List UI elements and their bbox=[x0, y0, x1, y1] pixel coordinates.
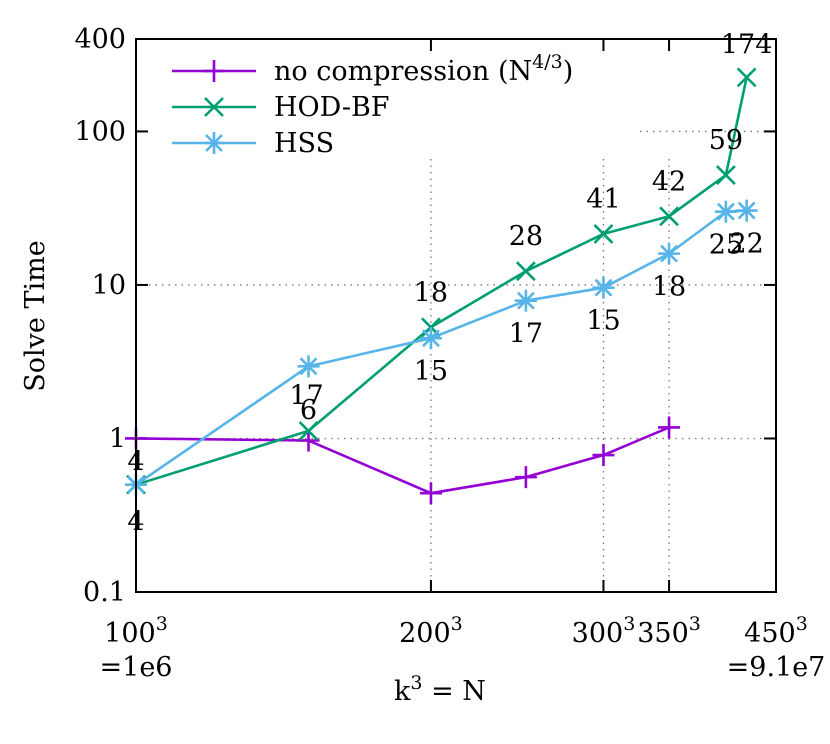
data-label: 4 bbox=[127, 447, 144, 478]
data-label: 17 bbox=[289, 380, 323, 411]
data-label: 59 bbox=[709, 125, 743, 156]
data-point-star bbox=[297, 355, 320, 378]
data-point-cross bbox=[715, 165, 736, 185]
x-tick-label: 3003 bbox=[572, 613, 636, 649]
legend-entry: no compression (N4/3) bbox=[274, 51, 573, 87]
x-tick-sublabel: =1e6 bbox=[100, 652, 173, 683]
y-tick-label: 10 bbox=[92, 270, 126, 301]
x-tick-label: 4503 bbox=[744, 613, 808, 649]
legend: no compression (N4/3) HOD-BF HSS bbox=[172, 51, 573, 159]
legend-entry: HSS bbox=[274, 128, 334, 159]
data-label: 15 bbox=[586, 306, 620, 337]
data-label: 42 bbox=[652, 166, 686, 197]
data-point-cross bbox=[204, 97, 224, 117]
grid-lines bbox=[136, 130, 776, 592]
x-tick-label: 1003 bbox=[104, 613, 168, 649]
data-label: 18 bbox=[652, 272, 686, 303]
plot-frame bbox=[135, 38, 777, 593]
data-point-cross bbox=[298, 421, 319, 441]
y-tick-label: 100 bbox=[74, 116, 126, 147]
data-point-plus bbox=[203, 60, 225, 82]
data-point-plus bbox=[592, 444, 615, 467]
series-line bbox=[135, 209, 747, 486]
data-label: 17 bbox=[509, 319, 543, 350]
data-point-plus bbox=[514, 466, 537, 489]
data-point-cross bbox=[515, 261, 536, 282]
data-point-cross bbox=[593, 223, 614, 244]
data-label: 22 bbox=[729, 229, 763, 260]
x-tick-sublabel: =9.1e7 bbox=[727, 652, 826, 683]
x-axis-label: k3 = N bbox=[394, 672, 486, 707]
data-label: 28 bbox=[509, 221, 543, 252]
data-label: 174 bbox=[721, 29, 773, 60]
legend-entry: HOD-BF bbox=[274, 92, 390, 123]
x-tick-label: 3503 bbox=[637, 613, 701, 649]
y-axis-label: Solve Time bbox=[20, 240, 51, 391]
y-tick-label: 1 bbox=[109, 423, 126, 454]
y-tick-label: 0.1 bbox=[83, 577, 126, 608]
data-label: 41 bbox=[586, 184, 620, 215]
data-point-plus bbox=[658, 416, 681, 439]
data-label: 6 bbox=[300, 395, 317, 426]
series-line bbox=[135, 77, 748, 486]
axis-ticks: 0.1 1 10 100 400 1003=1e6 2003 3003 3503 4503=9.1… bbox=[74, 24, 825, 683]
data-label: 18 bbox=[414, 277, 448, 308]
data-point-cross bbox=[659, 206, 679, 227]
y-tick-label: 400 bbox=[74, 24, 126, 55]
data-point-plus bbox=[419, 482, 442, 505]
data-point-cross bbox=[736, 67, 757, 88]
data-point-star bbox=[419, 327, 442, 350]
data-point-star bbox=[592, 276, 615, 299]
data-point-star bbox=[735, 199, 758, 222]
data-point-plus bbox=[297, 429, 320, 452]
x-tick-label: 2003 bbox=[399, 613, 463, 649]
data-point-star bbox=[514, 289, 537, 312]
data-label: 4 bbox=[127, 507, 144, 538]
data-label: 15 bbox=[414, 356, 448, 387]
data-point-star bbox=[714, 200, 737, 223]
data-label: 25 bbox=[709, 230, 743, 261]
data-point-star bbox=[658, 242, 681, 265]
data-point-star bbox=[203, 132, 225, 154]
